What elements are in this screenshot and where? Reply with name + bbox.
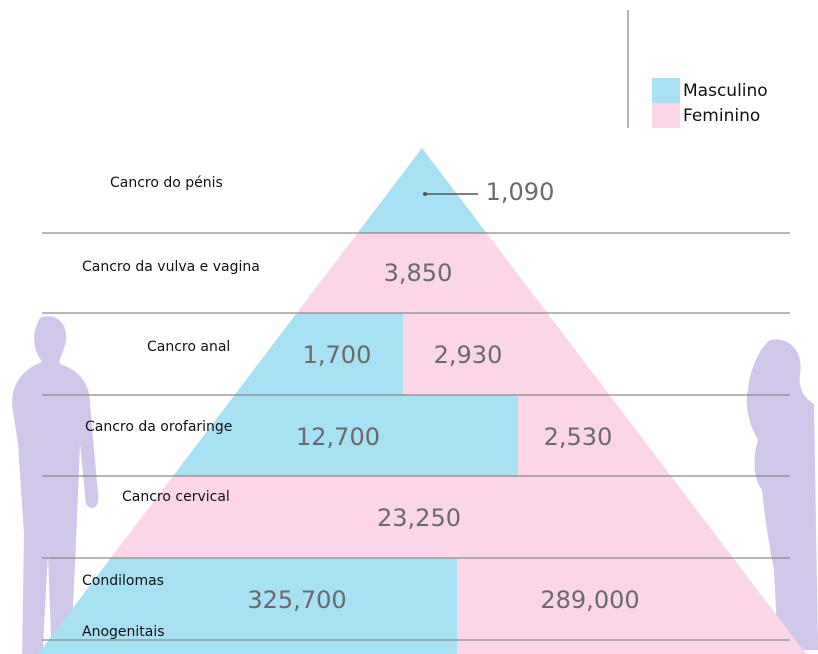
value: 3,850 bbox=[384, 259, 453, 287]
row-label: Cancro cervical bbox=[122, 489, 230, 505]
value: 2,530 bbox=[544, 423, 613, 451]
value: 12,700 bbox=[296, 423, 380, 451]
row-label: Cancro anal bbox=[147, 339, 230, 355]
row-label: Cancro do pénis bbox=[110, 175, 223, 191]
legend-swatch bbox=[652, 103, 680, 128]
value: 1,700 bbox=[303, 341, 372, 369]
row-label: Cancro da orofaringe bbox=[85, 419, 232, 435]
page: {"legend": {"items": [{"label": "Masculi… bbox=[0, 0, 818, 654]
value: 325,700 bbox=[247, 586, 346, 614]
value: 23,250 bbox=[377, 504, 461, 532]
row-label: Condilomas bbox=[82, 573, 164, 589]
legend-label: Feminino bbox=[683, 106, 760, 126]
value: 1,090 bbox=[486, 178, 555, 206]
pointer-dot bbox=[423, 192, 427, 196]
value: 2,930 bbox=[434, 341, 503, 369]
row-label: Cancro da vulva e vagina bbox=[82, 259, 260, 275]
value: 289,000 bbox=[540, 586, 639, 614]
row-label: Anogenitais bbox=[82, 624, 165, 640]
infographic: Masculino Feminino Cancro do pénis Cancr… bbox=[0, 0, 818, 654]
legend-label: Masculino bbox=[683, 81, 768, 101]
legend-swatch bbox=[652, 78, 680, 103]
